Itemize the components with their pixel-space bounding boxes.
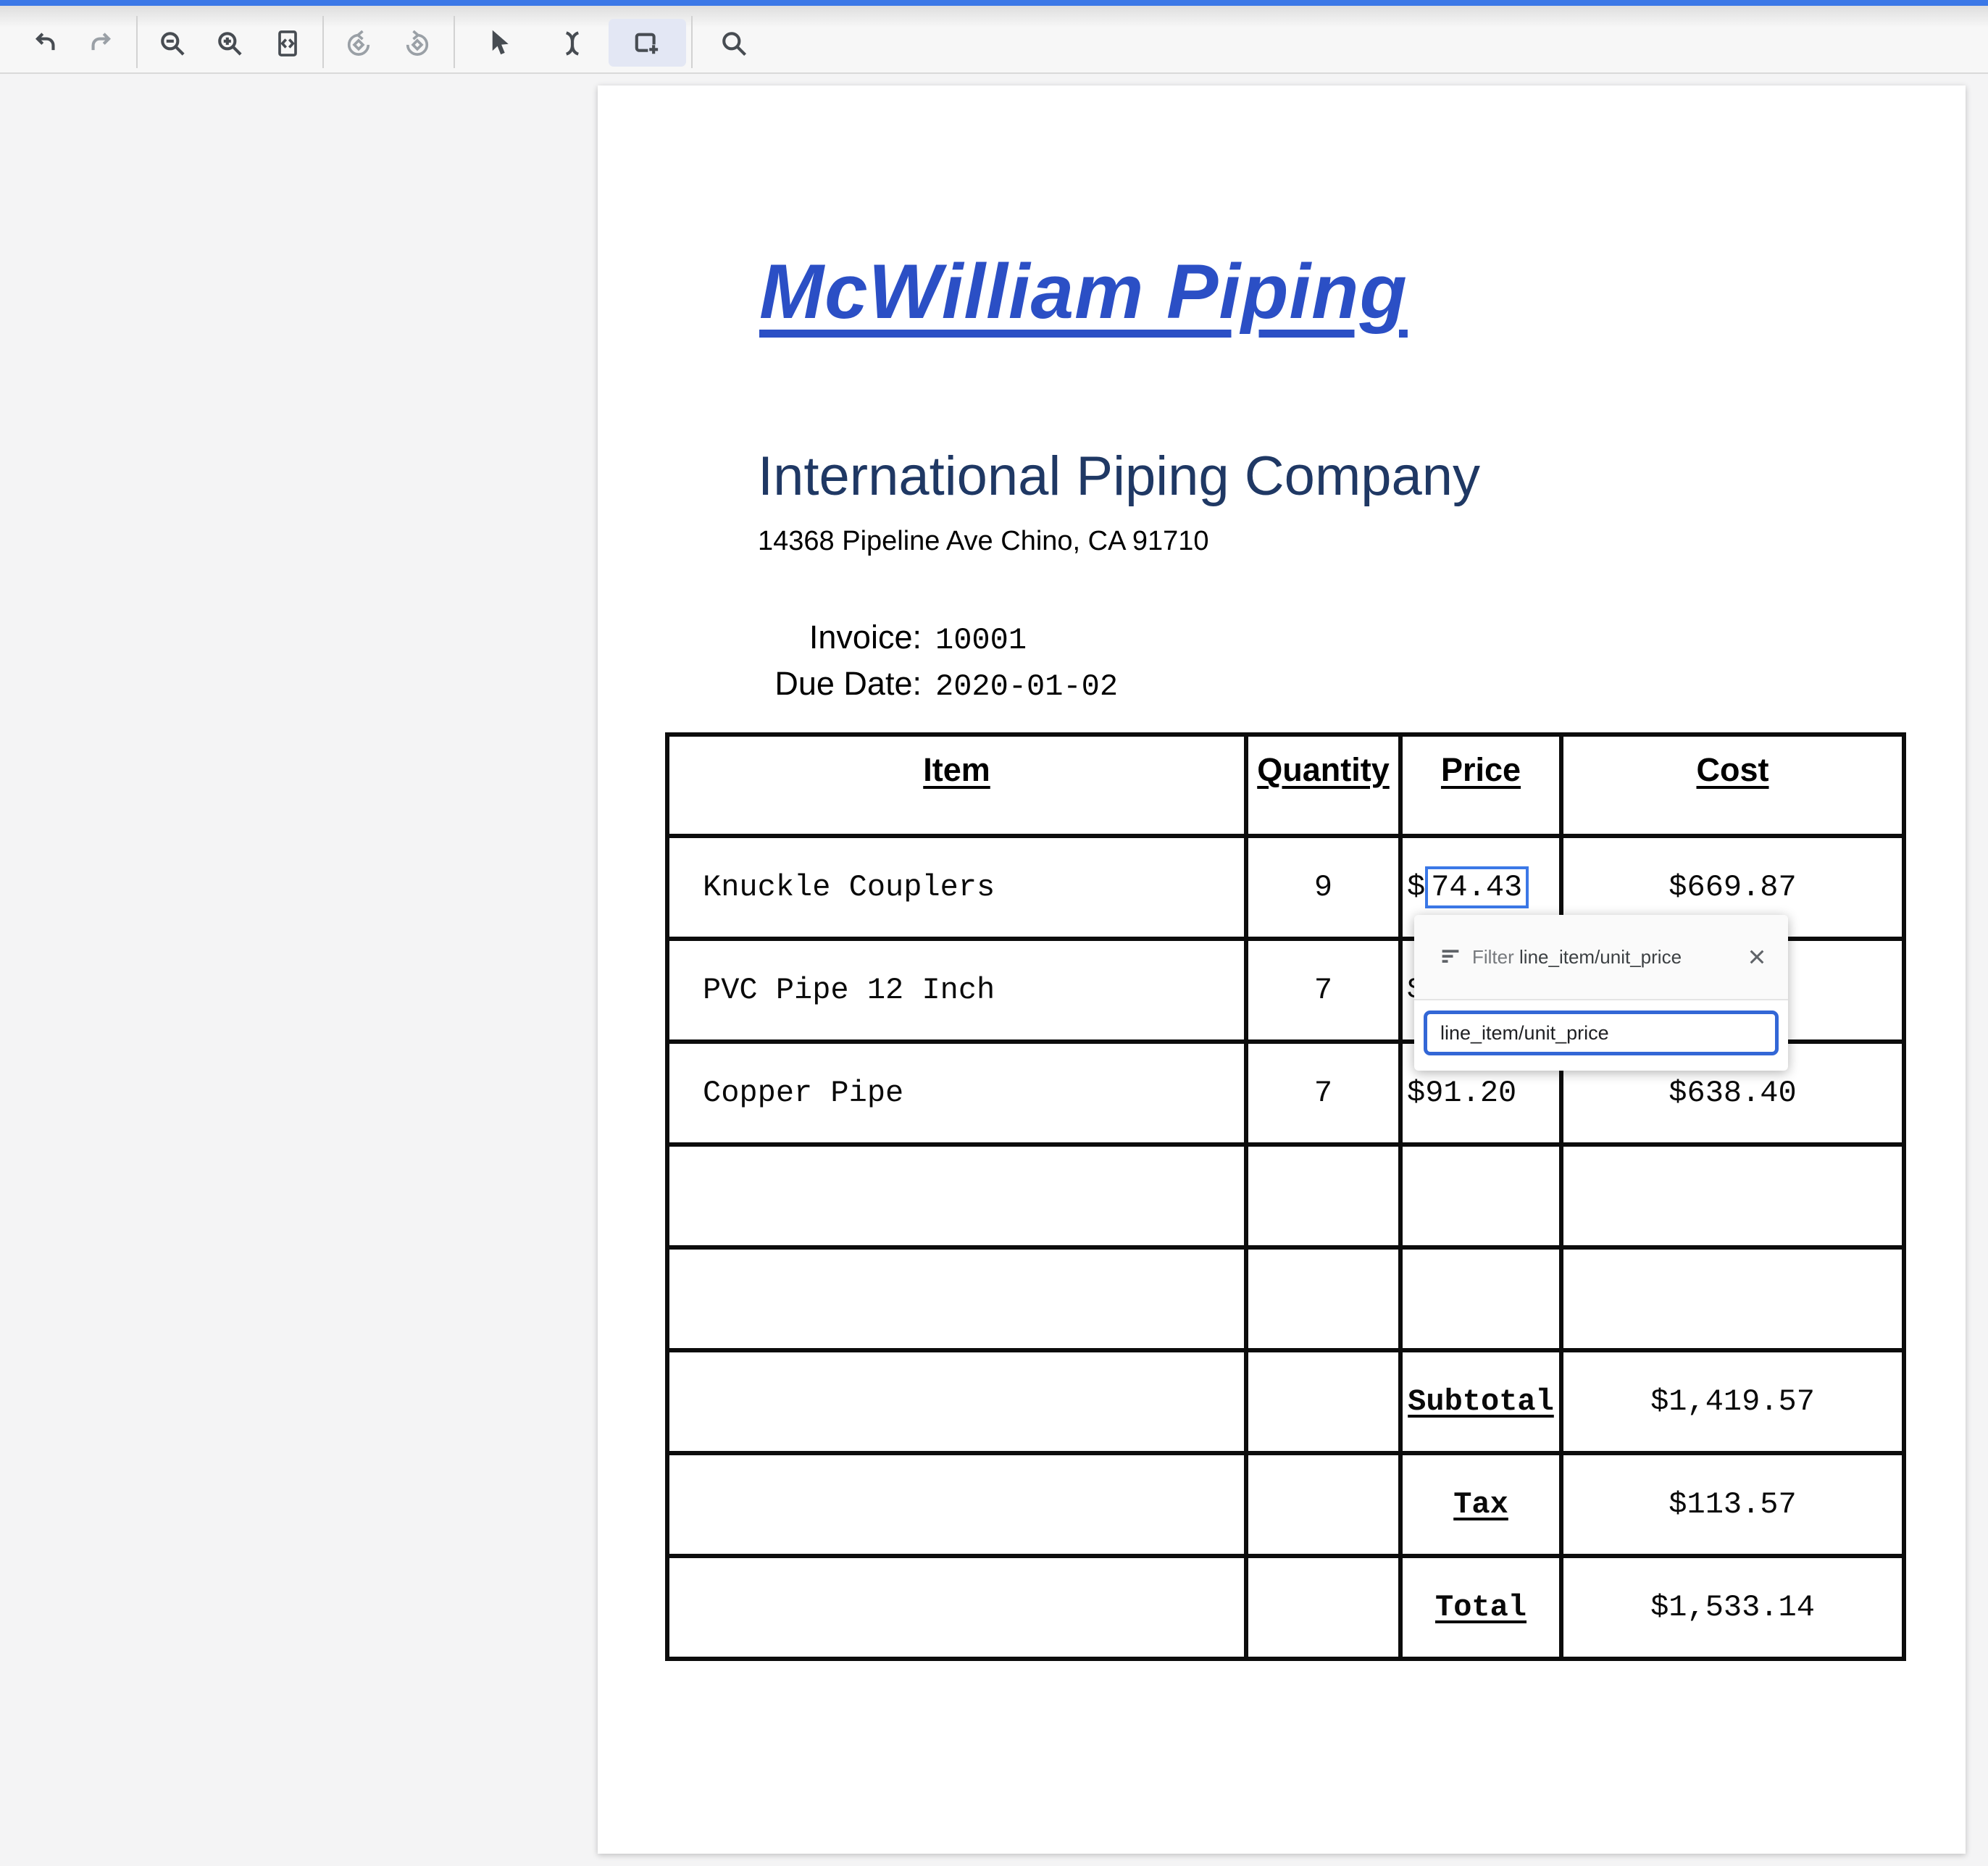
price-cell bbox=[1398, 1142, 1563, 1250]
item-cell: Copper Pipe bbox=[665, 1039, 1248, 1147]
region-select-tool-button[interactable] bbox=[631, 28, 663, 59]
due-date-value: 2020-01-02 bbox=[935, 669, 1119, 704]
rotate-left-button[interactable] bbox=[343, 28, 375, 59]
rotate-right-icon bbox=[406, 30, 429, 56]
zoom-in-button[interactable] bbox=[214, 28, 246, 59]
toolbar-divider bbox=[322, 16, 324, 68]
filter-list-icon bbox=[1442, 950, 1459, 963]
filter-input[interactable] bbox=[1424, 1011, 1779, 1055]
close-button[interactable] bbox=[1745, 945, 1769, 969]
quantity-cell: 7 bbox=[1244, 937, 1403, 1044]
filter-field-name: line_item/unit_price bbox=[1519, 945, 1682, 968]
quantity-cell bbox=[1244, 1245, 1403, 1352]
redo-button[interactable] bbox=[85, 28, 117, 59]
cost-cell bbox=[1559, 1245, 1906, 1352]
text-cursor-icon bbox=[565, 31, 580, 56]
item-cell: PVC Pipe 12 Inch bbox=[665, 937, 1248, 1044]
company-title: McWilliam Piping bbox=[759, 248, 1408, 335]
price-value: 91.20 bbox=[1425, 1076, 1517, 1110]
invoice-number-label: Invoice: bbox=[809, 619, 922, 656]
fit-width-button[interactable] bbox=[272, 28, 304, 59]
currency-symbol: $ bbox=[1407, 870, 1426, 905]
redo-icon bbox=[91, 33, 112, 51]
filter-popup-title: Filter line_item/unit_price bbox=[1472, 946, 1682, 968]
company-address: 14368 Pipeline Ave Chino, CA 91710 bbox=[758, 526, 1209, 556]
quantity-cell: 9 bbox=[1244, 834, 1403, 941]
select-cursor-tool-button[interactable] bbox=[483, 28, 514, 59]
toolbar-divider bbox=[691, 16, 693, 68]
tax-value: $113.57 bbox=[1559, 1451, 1906, 1558]
cursor-icon bbox=[492, 30, 509, 55]
total-label: Total bbox=[1398, 1554, 1563, 1661]
company-subtitle: International Piping Company bbox=[758, 445, 1481, 507]
tax-label: Tax bbox=[1398, 1451, 1563, 1558]
filter-popup-header: Filter line_item/unit_price bbox=[1414, 915, 1788, 1000]
undo-button[interactable] bbox=[29, 28, 61, 59]
rotate-right-button[interactable] bbox=[401, 28, 433, 59]
active-tool-highlight bbox=[609, 19, 686, 67]
invoice-meta: Invoice: 10001 Due Date: 2020-01-02 bbox=[598, 619, 1118, 711]
fit-width-icon bbox=[278, 30, 297, 57]
table-header-row: Item Quantity Price Cost bbox=[665, 732, 1906, 838]
top-accent-bar bbox=[0, 0, 1988, 6]
filter-popup-body bbox=[1414, 1000, 1788, 1071]
column-header-item: Item bbox=[665, 732, 1248, 838]
summary-row: Subtotal $1,419.57 bbox=[665, 1348, 1906, 1455]
subtotal-label: Subtotal bbox=[1398, 1348, 1563, 1455]
column-header-price: Price bbox=[1398, 732, 1563, 838]
document-page: McWilliam Piping International Piping Co… bbox=[598, 85, 1966, 1854]
quantity-cell: 7 bbox=[1244, 1039, 1403, 1147]
region-select-icon bbox=[635, 33, 659, 56]
column-header-quantity: Quantity bbox=[1244, 732, 1403, 838]
toolbar-divider bbox=[454, 16, 455, 68]
filter-popup: Filter line_item/unit_price bbox=[1414, 915, 1788, 1071]
toolbar-divider bbox=[136, 16, 138, 68]
total-value: $1,533.14 bbox=[1559, 1554, 1906, 1661]
close-icon bbox=[1750, 950, 1764, 964]
price-cell bbox=[1398, 1245, 1563, 1352]
undo-icon bbox=[35, 33, 55, 51]
currency-symbol: $ bbox=[1407, 1076, 1426, 1110]
text-select-tool-button[interactable] bbox=[556, 28, 588, 59]
search-icon bbox=[722, 32, 747, 57]
table-row bbox=[665, 1245, 1906, 1352]
invoice-number-value: 10001 bbox=[935, 623, 1027, 658]
table-row bbox=[665, 1142, 1906, 1250]
toolbar bbox=[0, 6, 1988, 74]
subtotal-value: $1,419.57 bbox=[1559, 1348, 1906, 1455]
item-cell bbox=[665, 1245, 1248, 1352]
filter-label: Filter bbox=[1472, 945, 1514, 968]
summary-row: Tax $113.57 bbox=[665, 1451, 1906, 1558]
zoom-out-button[interactable] bbox=[156, 28, 188, 59]
selected-value-box[interactable]: 74.43 bbox=[1425, 866, 1529, 908]
item-cell bbox=[665, 1142, 1248, 1250]
item-cell: Knuckle Couplers bbox=[665, 834, 1248, 941]
summary-row: Total $1,533.14 bbox=[665, 1554, 1906, 1661]
search-button[interactable] bbox=[718, 28, 750, 59]
zoom-out-icon bbox=[161, 32, 185, 56]
zoom-in-icon bbox=[218, 32, 242, 56]
cost-cell bbox=[1559, 1142, 1906, 1250]
rotate-left-icon bbox=[347, 30, 370, 56]
due-date-label: Due Date: bbox=[774, 665, 922, 702]
invoice-table: Item Quantity Price Cost Knuckle Coupler… bbox=[665, 732, 1906, 1661]
table-row: Copper Pipe 7 $91.20 $638.40 bbox=[665, 1039, 1906, 1147]
column-header-cost: Cost bbox=[1559, 732, 1906, 838]
quantity-cell bbox=[1244, 1142, 1403, 1250]
